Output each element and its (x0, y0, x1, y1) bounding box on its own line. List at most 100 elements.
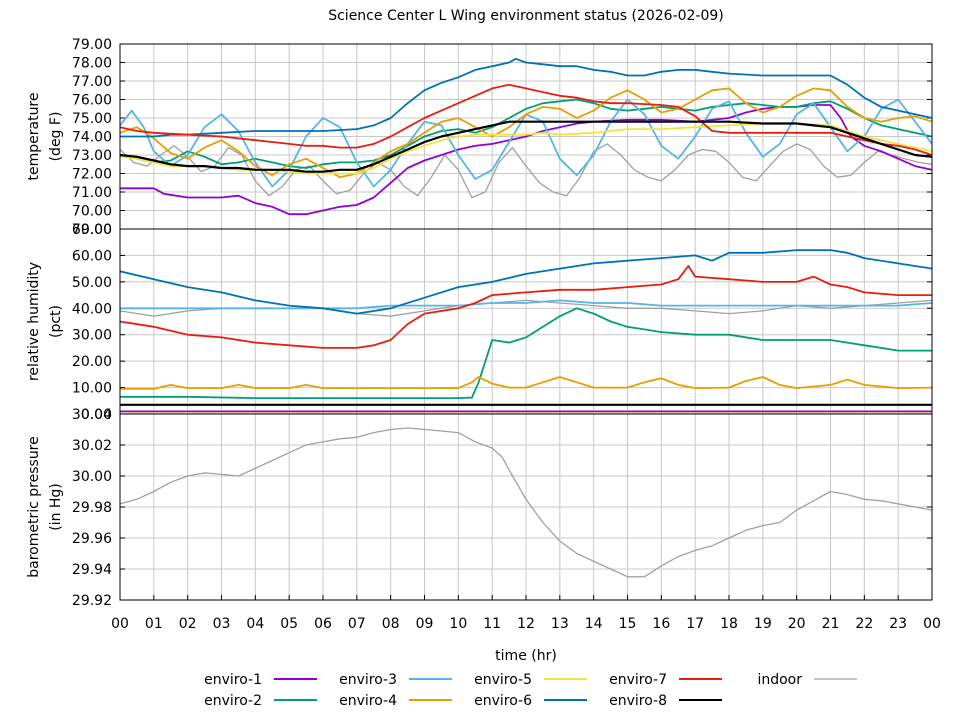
gridlines (120, 414, 932, 600)
panel-temperature: 70.00 71.00 72.00 73.00 74.00 75.00 76.00 77.00… (26, 37, 933, 238)
chart-title: Science Center L Wing environment status… (328, 8, 724, 24)
legend-label: enviro-5 (474, 672, 532, 688)
y-tick-label: 20.00 (72, 354, 112, 370)
x-tick-label: 03 (213, 616, 231, 632)
legend-label: enviro-3 (339, 672, 397, 688)
y-tick-label: 50.00 (72, 275, 112, 291)
y-tick-label: 30.02 (72, 438, 112, 454)
legend-item-enviro-5: enviro-5 (474, 672, 587, 688)
legend-label: enviro-4 (339, 693, 397, 709)
y-tick-label: 29.94 (72, 562, 112, 578)
series-line-enviro-3 (120, 299, 932, 310)
series-line-indoor (120, 427, 932, 578)
panels: 70.00 71.00 72.00 73.00 74.00 75.00 76.00 77.00… (26, 37, 941, 632)
x-tick-label: 14 (585, 616, 603, 632)
y-tick-label: 29.98 (72, 500, 112, 516)
y-tick-label: 29.96 (72, 531, 112, 547)
x-tick-label: 17 (686, 616, 704, 632)
y-axis-label-line: barometric pressure (26, 436, 42, 577)
series-line-enviro-8 (120, 120, 932, 173)
legend: enviro-1 enviro-3 enviro-5 enviro-7 indoor en… (204, 672, 857, 709)
y-tick-label: 73.00 (72, 148, 112, 164)
y-tick-labels: 10.00 20.00 30.00 40.00 50.00 60.00 70.00 0.00 (72, 222, 932, 423)
x-tick-label: 22 (855, 616, 873, 632)
x-tick-label: 01 (145, 616, 163, 632)
x-tick-label: 16 (652, 616, 670, 632)
series-line-enviro-1 (120, 104, 932, 216)
y-axis-label-line: (deg F) (48, 112, 64, 162)
y-tick-label: 70.00 (72, 222, 112, 238)
y-tick-label: 30.00 (72, 328, 112, 344)
series-line-enviro-4 (120, 87, 932, 179)
x-tick-label: 23 (889, 616, 907, 632)
x-tick-label: 02 (179, 616, 197, 632)
x-tick-label: 08 (382, 616, 400, 632)
legend-label: indoor (757, 672, 802, 688)
x-tick-label: 20 (788, 616, 806, 632)
y-tick-label: 0.00 (81, 407, 112, 423)
y-tick-label: 70.00 (72, 204, 112, 220)
legend-item-enviro-6: enviro-6 (474, 693, 587, 709)
y-tick-label: 74.00 (72, 130, 112, 146)
y-tick-label: 71.00 (72, 185, 112, 201)
series-line-enviro-2 (120, 98, 932, 169)
y-axis-label-temperature: temperature (deg F) (26, 93, 64, 181)
legend-item-enviro-4: enviro-4 (339, 693, 452, 709)
legend-item-enviro-3: enviro-3 (339, 672, 452, 688)
y-tick-label: 72.00 (72, 167, 112, 183)
x-tick-label: 21 (822, 616, 840, 632)
y-tick-labels: 70.00 71.00 72.00 73.00 74.00 75.00 76.00 77.00… (72, 37, 932, 238)
y-tick-label: 30.00 (72, 469, 112, 485)
y-tick-label: 76.00 (72, 93, 112, 109)
y-tick-label: 77.00 (72, 74, 112, 90)
series-group (120, 57, 932, 216)
x-tick-label: 00 (111, 616, 129, 632)
x-tick-labels: 00 01 02 03 04 05 06 07 08 09 10 11 12 13 14 15 16 17 18 19… (111, 595, 941, 632)
y-tick-label: 78.00 (72, 56, 112, 72)
x-tick-label: 18 (720, 616, 738, 632)
series-line-enviro-3 (120, 98, 932, 188)
y-tick-label: 75.00 (72, 111, 112, 127)
x-tick-label: 10 (449, 616, 467, 632)
y-tick-label: 60.00 (72, 248, 112, 264)
series-line-enviro-7 (120, 83, 932, 156)
y-axis-label-line: (pct) (48, 305, 64, 338)
legend-label: enviro-6 (474, 693, 532, 709)
legend-item-enviro-8: enviro-8 (609, 693, 722, 709)
legend-item-enviro-1: enviro-1 (204, 672, 317, 688)
gridlines (120, 44, 932, 229)
series-line-enviro-4 (120, 376, 932, 390)
legend-label: enviro-8 (609, 693, 667, 709)
y-axis-label-line: (in Hg) (48, 483, 64, 531)
x-tick-label: 04 (246, 616, 264, 632)
y-tick-label: 10.00 (72, 381, 112, 397)
legend-item-enviro-2: enviro-2 (204, 693, 317, 709)
panel-humidity: 10.00 20.00 30.00 40.00 50.00 60.00 70.00 0.00 r… (26, 222, 933, 423)
y-axis-label-line: temperature (26, 93, 42, 181)
y-tick-label: 69.00 (72, 222, 112, 238)
y-axis-label-line: relative humidity (26, 262, 42, 381)
series-group (120, 427, 932, 578)
series-group (120, 249, 932, 414)
y-tick-label: 40.00 (72, 301, 112, 317)
series-line-enviro-7 (120, 265, 932, 349)
x-tick-label: 07 (348, 616, 366, 632)
x-tick-label: 09 (416, 616, 434, 632)
legend-item-indoor: indoor (757, 672, 857, 688)
y-axis-label-pressure: barometric pressure (in Hg) (26, 436, 64, 577)
x-tick-label: 19 (754, 616, 772, 632)
series-line-indoor (120, 143, 932, 199)
series-line-enviro-2 (120, 307, 932, 400)
x-axis-label: time (hr) (495, 648, 557, 664)
panel-pressure: 29.92 29.94 29.96 29.98 30.00 30.02 30.04 barom… (26, 407, 933, 609)
x-tick-label: 15 (619, 616, 637, 632)
x-tick-label: 12 (517, 616, 535, 632)
y-tick-label: 30.04 (72, 407, 112, 423)
y-tick-labels: 29.92 29.94 29.96 29.98 30.00 30.02 30.04 (72, 407, 932, 609)
x-tick-label: 06 (314, 616, 332, 632)
x-tick-label: 13 (551, 616, 569, 632)
y-tick-label: 79.00 (72, 37, 112, 53)
legend-label: enviro-1 (204, 672, 262, 688)
legend-label: enviro-7 (609, 672, 667, 688)
